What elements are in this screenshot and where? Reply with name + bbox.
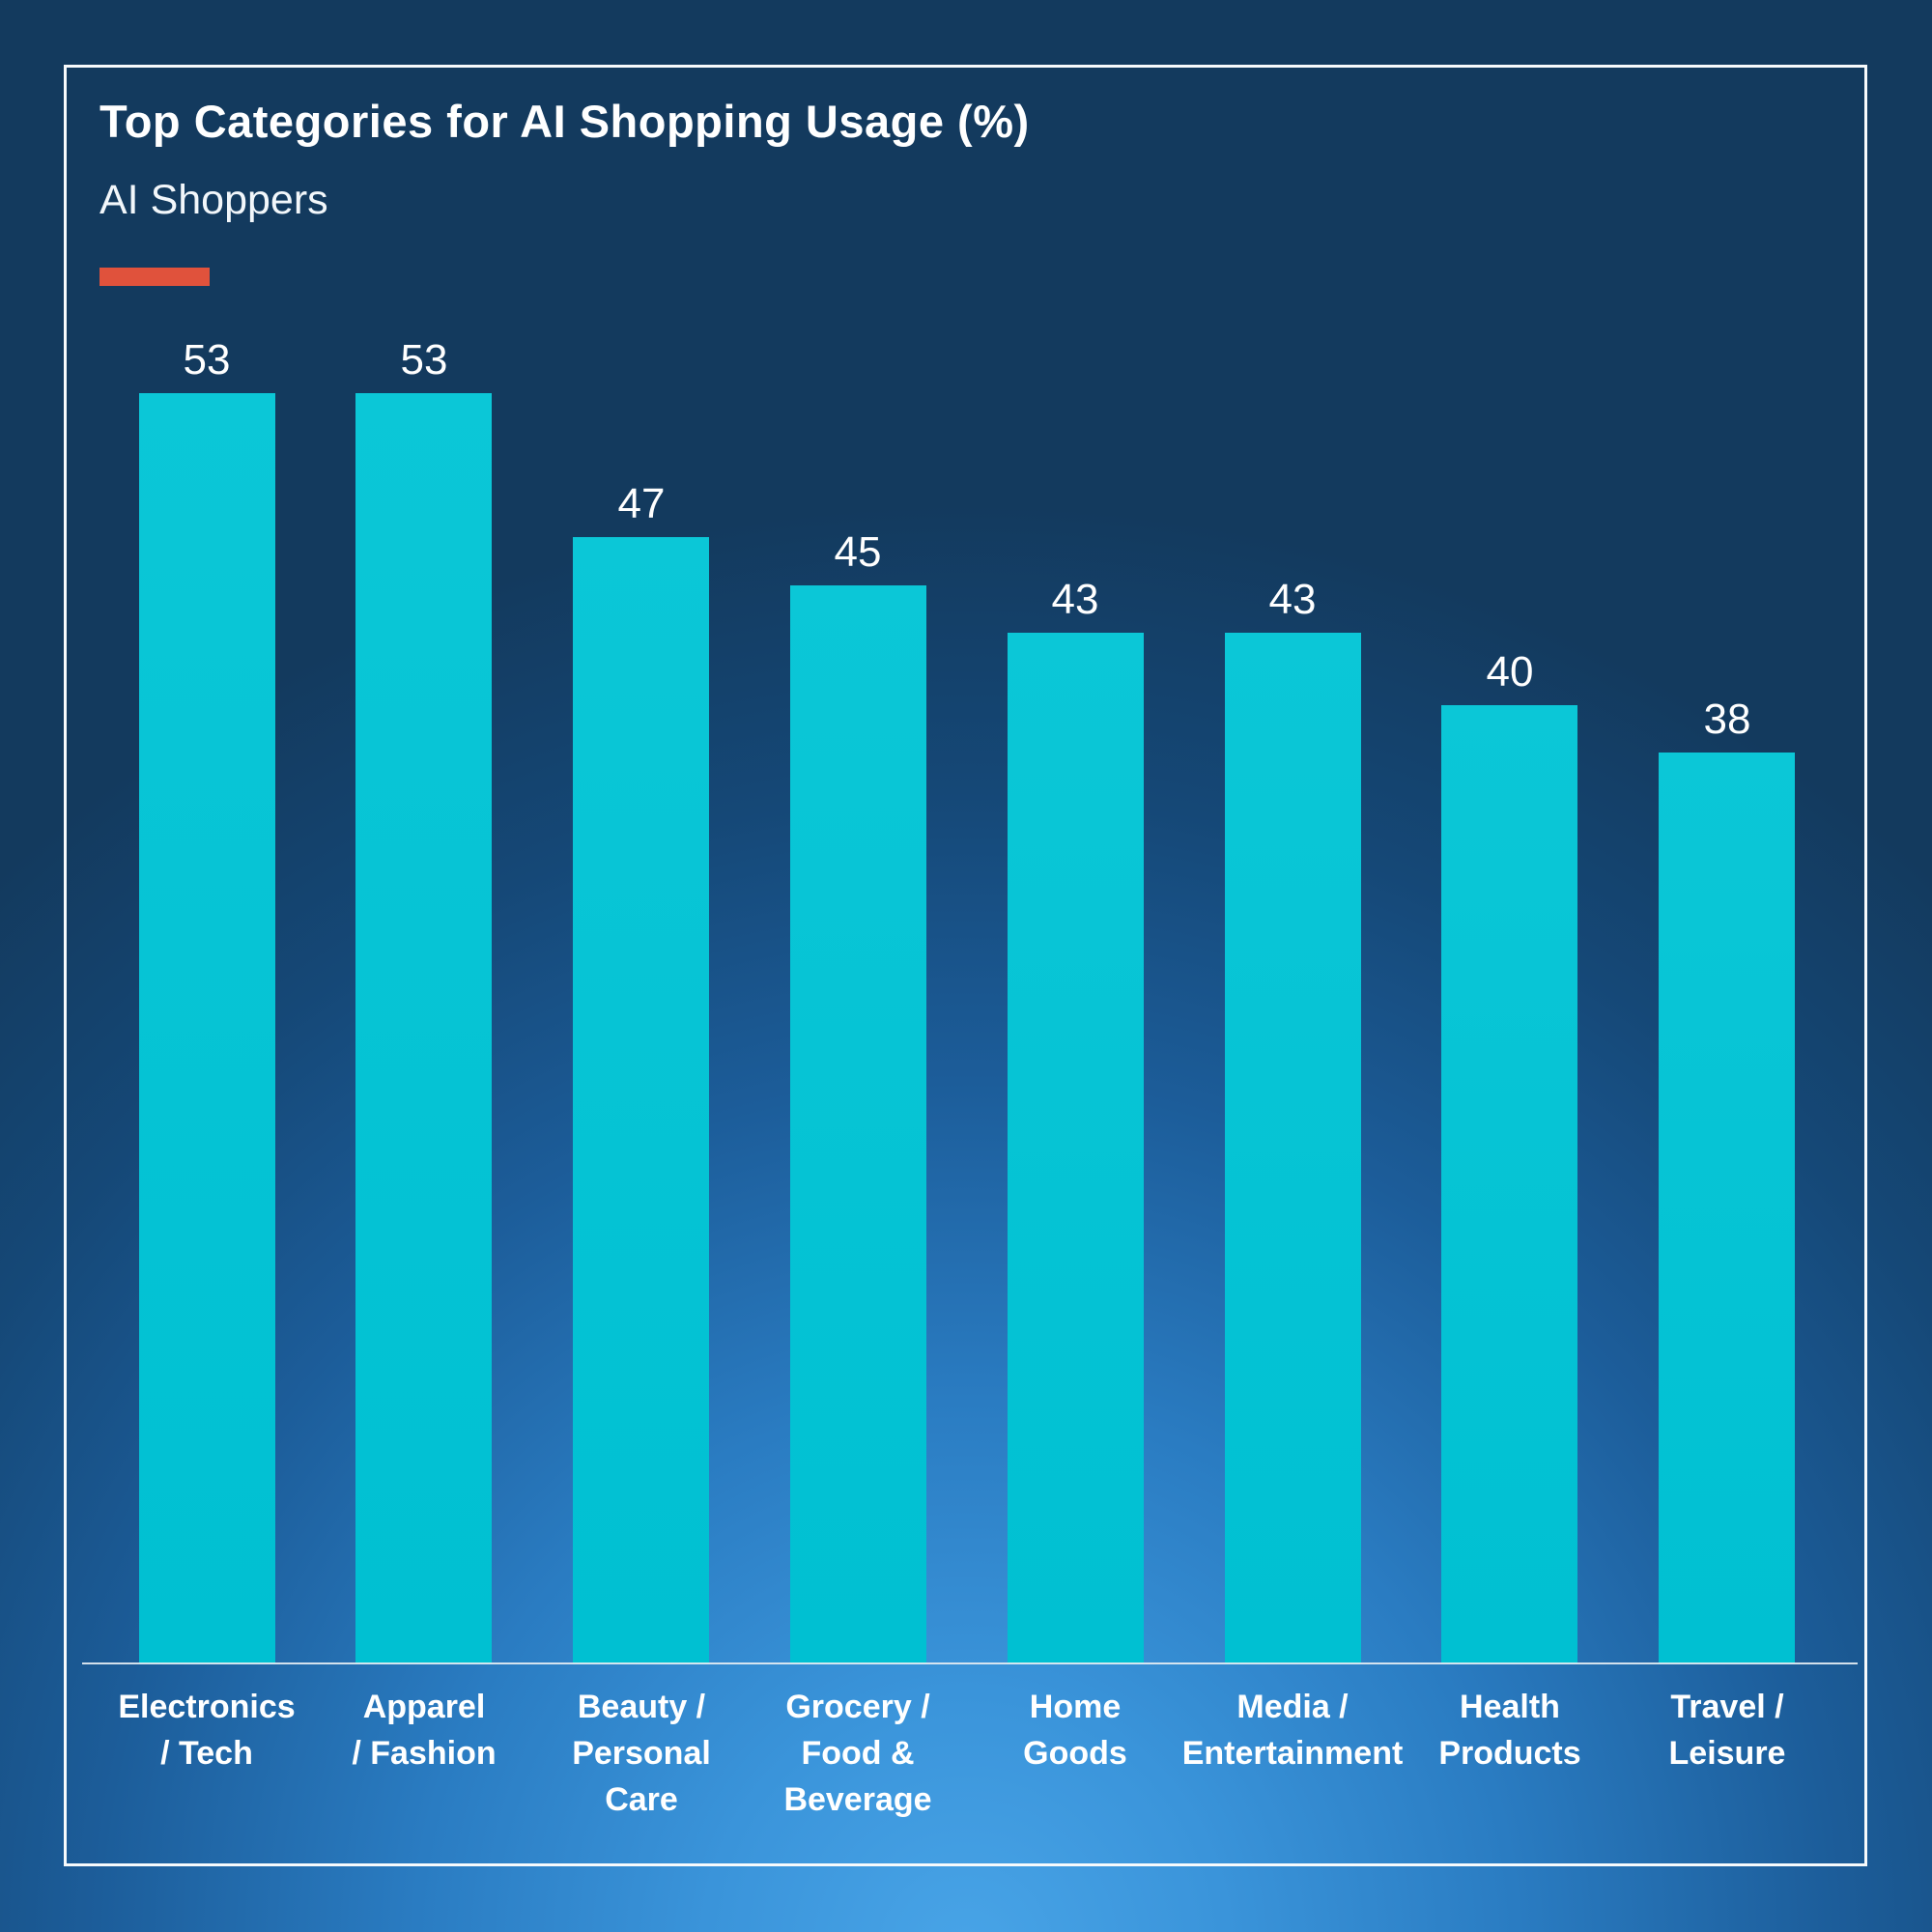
category-label-line: Food &: [801, 1735, 915, 1772]
bar-1: [139, 393, 275, 1663]
chart-frame-border: [64, 65, 1867, 1866]
category-label: Health Products: [1365, 1684, 1655, 1776]
bar-value-label: 45: [834, 528, 882, 576]
category-label: Media / Entertainment: [1148, 1684, 1437, 1776]
bar-value-label: 40: [1486, 648, 1534, 696]
bar-4: [790, 585, 926, 1663]
category-label-line: Beverage: [783, 1781, 932, 1818]
bar-3: [573, 537, 709, 1663]
category-label: Grocery / Food & Beverage: [713, 1684, 1003, 1823]
category-label-line: Leisure: [1668, 1735, 1786, 1772]
category-label-line: Electronics: [118, 1689, 296, 1725]
bar-value-label: 43: [1268, 576, 1317, 623]
category-label-line: Grocery /: [785, 1689, 930, 1725]
bar-8: [1659, 753, 1795, 1663]
category-label-line: Beauty /: [577, 1689, 706, 1725]
bar-value-label: 38: [1703, 696, 1751, 743]
bar-5: [1008, 633, 1144, 1663]
accent-dash: [99, 268, 210, 286]
chart-title: Top Categories for AI Shopping Usage (%): [99, 96, 1030, 147]
category-label: Home Goods: [930, 1684, 1220, 1776]
category-label-line: Health: [1460, 1689, 1560, 1725]
bar-value-label: 53: [400, 336, 448, 384]
category-label-line: Products: [1438, 1735, 1581, 1772]
bar-value-label: 47: [617, 480, 666, 527]
category-label: Apparel / Fashion: [279, 1684, 569, 1776]
bar-value-label: 53: [183, 336, 231, 384]
category-label-line: Apparel: [362, 1689, 486, 1725]
x-axis-line: [82, 1662, 1858, 1664]
category-label-line: / Fashion: [352, 1735, 497, 1772]
category-label-line: Entertainment: [1181, 1735, 1404, 1772]
category-label-line: Goods: [1023, 1735, 1127, 1772]
category-label: Travel / Leisure: [1582, 1684, 1872, 1776]
category-label: Beauty / Personal Care: [497, 1684, 786, 1823]
category-label-line: Care: [605, 1781, 678, 1818]
category-label-line: Media /: [1236, 1689, 1349, 1725]
category-label: Electronics / Tech: [62, 1684, 352, 1776]
bar-6: [1225, 633, 1361, 1663]
category-label-line: Home: [1029, 1689, 1122, 1725]
chart-subtitle: AI Shoppers: [99, 177, 328, 223]
bar-7: [1441, 705, 1577, 1663]
category-label-line: Personal: [572, 1735, 711, 1772]
bar-value-label: 43: [1051, 576, 1099, 623]
bar-2: [355, 393, 492, 1663]
category-label-line: Travel /: [1670, 1689, 1784, 1725]
category-label-line: / Tech: [160, 1735, 253, 1772]
